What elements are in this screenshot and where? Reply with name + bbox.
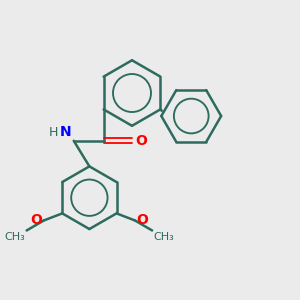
Text: CH₃: CH₃ [154,232,174,242]
Text: O: O [136,134,147,148]
Text: N: N [60,125,71,139]
Text: O: O [30,213,42,227]
Text: CH₃: CH₃ [4,232,25,242]
Text: O: O [137,213,148,227]
Text: H: H [49,126,58,139]
